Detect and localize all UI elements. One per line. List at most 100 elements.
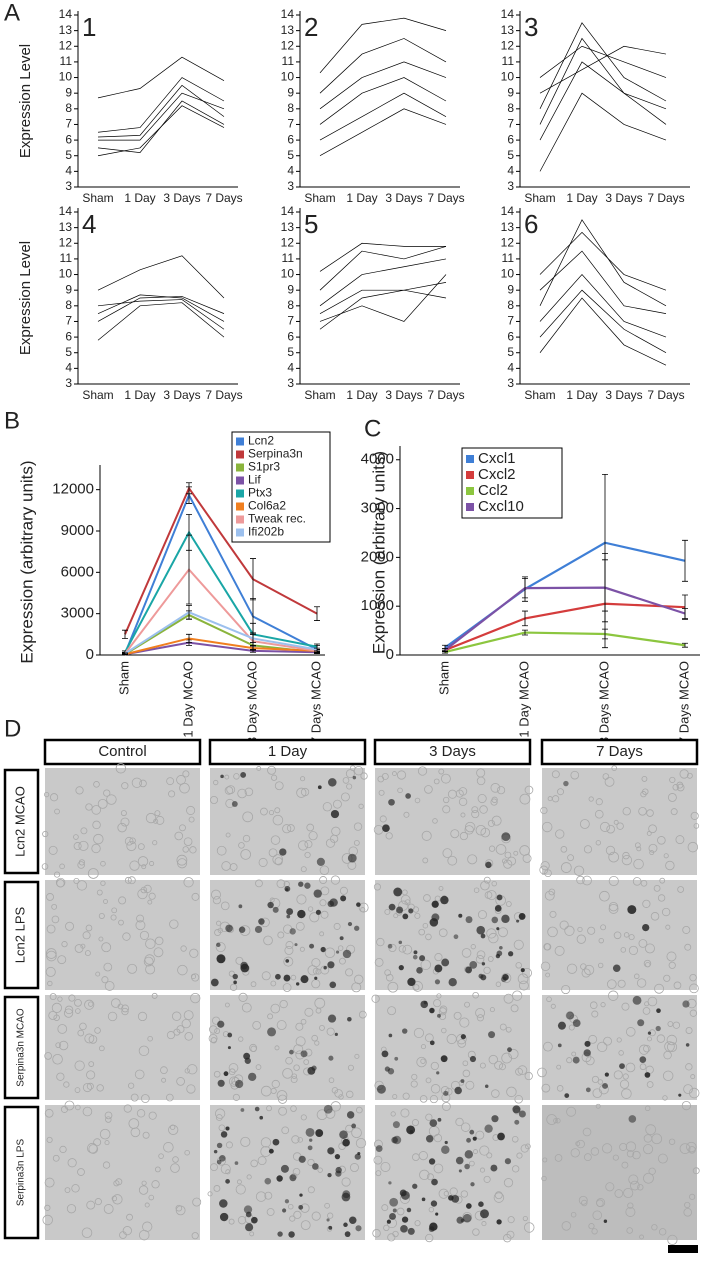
micrograph-texture — [471, 810, 480, 819]
micrograph-texture — [268, 848, 278, 858]
micrograph-texture — [191, 892, 200, 901]
micrograph-texture — [442, 848, 453, 859]
stained-cell — [491, 1115, 499, 1123]
micrograph-texture — [598, 962, 604, 969]
axis-line — [519, 208, 690, 385]
legend-label: Ptx3 — [248, 486, 272, 500]
y-tick-label: 10 — [501, 70, 515, 84]
micrograph-texture — [540, 806, 548, 815]
micrograph-texture — [311, 1034, 318, 1042]
micrograph-texture — [304, 851, 311, 859]
micrograph-texture — [540, 861, 550, 871]
y-tick-label: 9 — [507, 85, 514, 99]
micrograph-texture — [476, 950, 486, 960]
micrograph-texture — [617, 979, 626, 988]
micrograph-texture — [143, 884, 152, 893]
micrograph-texture — [564, 925, 575, 936]
micrograph-texture — [595, 1103, 601, 1109]
micrograph-texture — [544, 890, 555, 901]
stained-cell — [298, 1204, 304, 1210]
micrograph-texture — [502, 858, 508, 864]
micrograph-texture — [469, 1160, 475, 1167]
micrograph-texture — [653, 884, 661, 892]
y-tick-label: 6 — [287, 329, 294, 343]
micrograph-texture — [190, 992, 201, 1004]
stained-cell — [472, 1136, 477, 1141]
micrograph-texture — [129, 837, 136, 844]
micrograph-texture — [471, 806, 479, 814]
micrograph-texture — [568, 1024, 575, 1031]
stained-cell — [219, 1212, 229, 1222]
micrograph-texture — [272, 814, 284, 826]
series-line — [539, 22, 667, 109]
chart-number: 5 — [304, 209, 318, 239]
stained-cell — [642, 923, 650, 932]
stained-cell — [251, 1216, 258, 1224]
micrograph-texture — [598, 937, 604, 944]
micrograph-texture — [462, 1060, 469, 1067]
micrograph-texture — [498, 927, 508, 938]
micrograph-texture — [438, 1188, 449, 1199]
micrograph-texture — [480, 880, 490, 891]
micrograph-texture — [459, 831, 469, 841]
micrograph-texture — [353, 766, 364, 776]
micrograph-texture — [42, 830, 49, 838]
stained-cell — [375, 1145, 383, 1152]
stained-cell — [464, 1163, 470, 1170]
micrograph-texture — [358, 803, 364, 809]
y-tick-label: 3 — [287, 179, 294, 193]
micrograph-texture — [314, 1040, 320, 1046]
legend-swatch — [466, 503, 474, 511]
micrograph-texture — [121, 782, 129, 790]
stained-cell — [225, 1126, 230, 1131]
series-line — [539, 289, 667, 354]
micrograph-texture — [115, 763, 126, 774]
legend-label: Ccl2 — [478, 482, 508, 499]
micrograph-texture — [491, 796, 498, 803]
micrograph-texture — [233, 773, 240, 780]
micrograph-texture — [499, 1023, 507, 1031]
micrograph-texture — [524, 785, 534, 795]
micrograph-texture — [556, 1064, 562, 1070]
micrograph-texture — [88, 1144, 99, 1154]
stained-cell — [466, 1137, 471, 1143]
micrograph-texture — [174, 831, 184, 841]
micrograph-texture — [650, 912, 660, 921]
micrograph-texture — [127, 876, 136, 885]
y-tick-label: 14 — [281, 204, 295, 218]
micrograph-texture — [121, 1007, 129, 1016]
micrograph-texture — [255, 879, 263, 888]
micrograph-texture — [685, 1063, 693, 1071]
series-line — [97, 294, 225, 322]
stained-cell — [632, 995, 642, 1005]
y-tick-label: 14 — [501, 204, 515, 218]
micrograph-texture — [651, 1224, 658, 1231]
error-bar — [682, 608, 688, 619]
micrograph-texture — [123, 1104, 132, 1113]
stained-cell — [430, 1200, 438, 1207]
stained-cell — [285, 888, 289, 892]
column-header-box — [208, 738, 367, 766]
micrograph-texture — [504, 851, 512, 859]
micrograph-texture — [79, 1022, 87, 1031]
y-tick-label: 4 — [287, 361, 294, 375]
stained-cell — [339, 1130, 348, 1139]
stained-cell — [352, 775, 357, 780]
micrograph-texture — [73, 877, 80, 885]
stained-cell — [476, 925, 486, 935]
micrograph-texture — [419, 1169, 430, 1181]
micrograph-texture — [414, 912, 421, 919]
stained-cell — [392, 1135, 402, 1145]
micrograph-texture — [258, 857, 268, 867]
micrograph-texture — [561, 1221, 572, 1231]
micrograph-texture — [214, 1108, 226, 1119]
stained-cell — [233, 980, 237, 985]
micrograph-texture — [92, 820, 101, 830]
micrograph-texture — [189, 948, 199, 958]
y-tick-label: 10 — [59, 267, 73, 281]
micrograph-texture — [541, 1175, 547, 1182]
micrograph-texture — [57, 1024, 68, 1034]
micrograph-texture — [539, 865, 549, 875]
legend-swatch — [236, 450, 244, 459]
stained-cell — [682, 1000, 690, 1008]
